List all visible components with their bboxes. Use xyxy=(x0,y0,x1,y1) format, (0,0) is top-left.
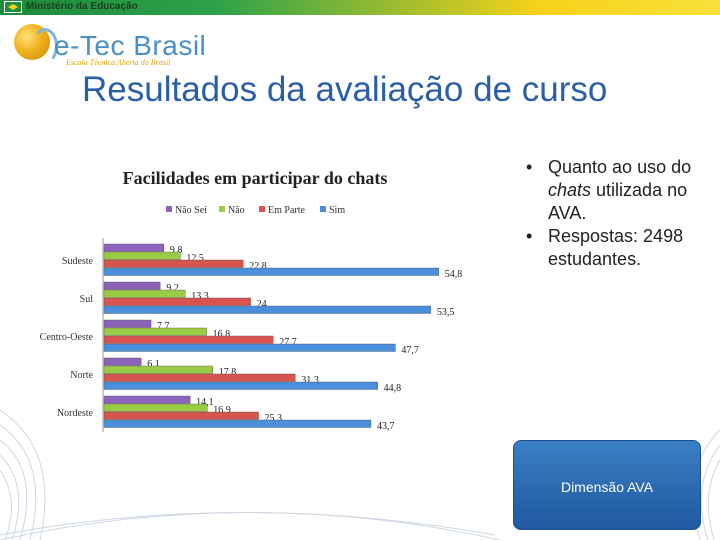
ministry-bar: Ministério da Educação xyxy=(0,0,720,15)
data-label: 6,1 xyxy=(147,359,160,370)
data-label: 13,3 xyxy=(191,291,209,302)
bar xyxy=(103,327,207,336)
bullet-list: Quanto ao uso do chats utilizada no AVA.… xyxy=(526,156,712,271)
bar xyxy=(103,365,213,374)
data-label: 44,8 xyxy=(384,383,402,394)
bar xyxy=(103,297,251,306)
bar xyxy=(103,335,274,344)
dimension-label: Dimensão AVA xyxy=(560,479,654,495)
bar xyxy=(103,319,152,328)
data-label: 54,8 xyxy=(445,269,463,280)
bar xyxy=(103,251,181,260)
legend-swatch xyxy=(166,206,172,212)
data-label: 22,8 xyxy=(249,261,267,272)
category-label: Sudeste xyxy=(62,256,94,267)
brazil-flag-icon xyxy=(4,1,22,13)
category-label: Norte xyxy=(70,370,93,381)
data-label: 53,5 xyxy=(437,307,455,318)
data-label: 12,5 xyxy=(186,253,204,264)
category-label: Centro-Oeste xyxy=(40,332,94,343)
bar xyxy=(103,289,186,298)
globe-logo-icon xyxy=(14,24,58,64)
data-label: 17,8 xyxy=(219,367,237,378)
data-label: 47,7 xyxy=(401,345,419,356)
bar xyxy=(103,419,372,428)
legend-swatch xyxy=(219,206,225,212)
bar xyxy=(103,403,208,412)
data-label: 9,2 xyxy=(166,283,179,294)
category-label: Sul xyxy=(80,294,94,305)
bar xyxy=(103,259,244,268)
bar xyxy=(103,267,439,276)
bar-chart: Facilidades em participar do chats Não Se… xyxy=(40,168,463,432)
chart-title: Facilidades em participar do chats xyxy=(123,168,388,188)
legend-swatch xyxy=(259,206,265,212)
data-label: 25,3 xyxy=(265,413,283,424)
category-label: Nordeste xyxy=(57,408,94,419)
data-label: 27,7 xyxy=(279,337,297,348)
bar xyxy=(103,305,432,314)
logo-name: e-Tec Brasil xyxy=(54,30,207,61)
bar xyxy=(103,343,396,352)
bullet-item: Quanto ao uso do chats utilizada no AVA. xyxy=(526,156,712,225)
legend-swatch xyxy=(320,206,326,212)
logo-subtitle: Escola Técnica Aberta do Brasil xyxy=(66,58,171,67)
decorative-lines xyxy=(0,409,720,540)
chart-container: Facilidades em participar do chats Não Se… xyxy=(14,150,496,450)
dimension-box: Dimensão AVA xyxy=(513,440,701,530)
legend-label: Em Parte xyxy=(268,205,305,216)
data-label: 31,3 xyxy=(301,375,319,386)
ministry-label: Ministério da Educação xyxy=(26,1,138,12)
legend-label: Não xyxy=(228,205,245,216)
bar xyxy=(103,373,296,382)
legend-label: Não Sei xyxy=(175,205,207,216)
data-label: 16,8 xyxy=(213,329,231,340)
data-label: 7,7 xyxy=(157,321,170,332)
bar xyxy=(103,411,259,420)
bar xyxy=(103,357,142,366)
slide-title: Resultados da avaliação de curso xyxy=(82,70,608,109)
bullet-item: Respostas: 2498 estudantes. xyxy=(526,225,712,271)
data-label: 24 xyxy=(257,299,267,310)
data-label: 9,8 xyxy=(170,245,183,256)
bar xyxy=(103,243,165,252)
legend-label: Sim xyxy=(329,205,345,216)
bar xyxy=(103,381,378,390)
data-label: 43,7 xyxy=(377,421,395,432)
bar xyxy=(103,281,161,290)
bar xyxy=(103,395,191,404)
data-label: 16,9 xyxy=(213,405,231,416)
data-label: 14,1 xyxy=(196,397,214,408)
